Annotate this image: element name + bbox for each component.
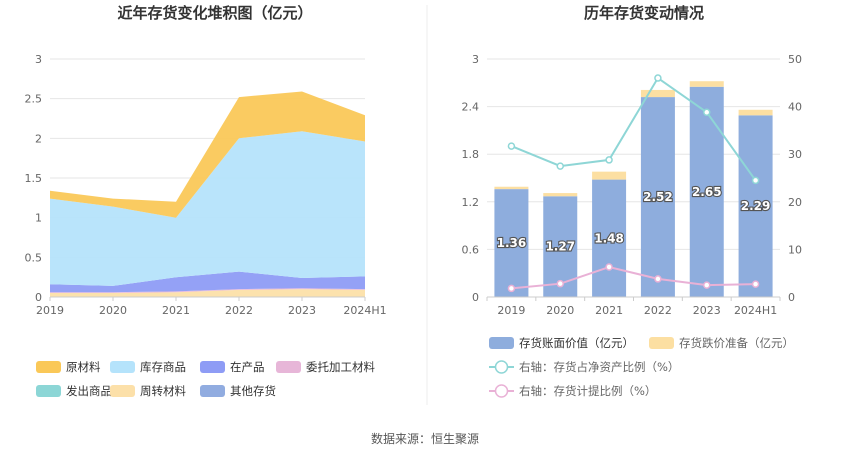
- left-x-tick-label: 2023: [288, 304, 316, 317]
- right-chart-title: 历年存货变动情况: [584, 4, 704, 22]
- bar-book-value: [738, 115, 773, 298]
- line-point: [703, 281, 711, 289]
- legend-label: 其他存货: [230, 384, 276, 398]
- bar-value-label: 1.48: [594, 231, 624, 245]
- left-chart-title: 近年存货变化堆积图（亿元）: [117, 4, 312, 22]
- line-series-3: [511, 265, 756, 290]
- left-y-tick-label: 0.5: [25, 251, 43, 264]
- right-x-tick-label: 2023: [693, 304, 721, 317]
- legend-label: 库存商品: [140, 360, 186, 374]
- legend-marker: [494, 384, 509, 398]
- right-x-tick-label: 2020: [546, 304, 574, 317]
- legend-swatch: [36, 361, 61, 373]
- legend-label: 右轴：存货计提比例（%）: [519, 384, 656, 398]
- bar-book-value: [592, 179, 627, 297]
- right-chart-legend: 存货账面价值（亿元） 存货跌价准备（亿元）右轴：存货占净资产比例（%） 右轴：存货计…: [489, 336, 794, 398]
- bar-book-value: [494, 189, 529, 297]
- left-y-tick-label: 1.5: [25, 172, 43, 185]
- legend-label: 存货跌价准备（亿元）: [679, 336, 794, 350]
- bar-provision: [738, 109, 773, 116]
- line-point: [556, 162, 564, 170]
- legend-marker: [494, 360, 509, 374]
- left-y-tick-label: 3: [35, 53, 42, 66]
- right-y2-tick-label: 0: [788, 291, 795, 304]
- legend-label: 存货账面价值（亿元）: [519, 336, 634, 350]
- line-point: [605, 263, 613, 271]
- bar-value-label: 2.52: [643, 190, 673, 204]
- area-series-3: [50, 288, 365, 293]
- bar-book-value: [689, 86, 724, 298]
- left-x-tick-label: 2021: [162, 304, 190, 317]
- left-x-tick-label: 2019: [36, 304, 64, 317]
- right-x-tick-label: 2024H1: [734, 304, 777, 317]
- right-y2-tick-label: 10: [788, 243, 802, 256]
- right-x-tick-label: 2021: [595, 304, 623, 317]
- area-series-1: [50, 131, 365, 286]
- line-point: [703, 108, 711, 117]
- right-y2-tick-label: 20: [788, 196, 802, 209]
- line-point: [751, 280, 760, 288]
- line-series-2: [511, 76, 757, 181]
- line-point: [507, 142, 516, 150]
- right-y2-tick-label: 40: [788, 101, 802, 114]
- right-y-tick-label: 1.2: [462, 196, 480, 209]
- legend-swatch: [110, 385, 135, 397]
- legend-swatch: [649, 337, 674, 349]
- legend-label: 委托加工材料: [306, 360, 375, 374]
- legend-label: 在产品: [230, 360, 265, 374]
- bar-provision: [543, 193, 578, 197]
- bar-book-value: [640, 97, 675, 297]
- right-x-tick-label: 2019: [497, 304, 525, 317]
- bar-value-label: 1.36: [497, 236, 527, 250]
- left-y-tick-label: 0: [35, 291, 42, 304]
- legend-label: 右轴：存货占净资产比例（%）: [519, 360, 679, 374]
- left-x-tick-label: 2022: [225, 304, 253, 317]
- bar-value-label: 2.65: [692, 185, 722, 199]
- legend-swatch: [489, 337, 514, 349]
- right-y2-tick-label: 50: [788, 53, 802, 66]
- right-y-tick-label: 2.4: [462, 101, 480, 114]
- legend-label: 周转材料: [140, 384, 186, 398]
- bar-provision: [640, 89, 675, 98]
- bar-provision: [592, 171, 627, 180]
- left-x-tick-label: 2024H1: [343, 304, 386, 317]
- legend-swatch: [36, 385, 61, 397]
- right-y-tick-label: 0: [472, 291, 479, 304]
- area-series-0: [50, 91, 365, 218]
- legend-swatch: [276, 361, 301, 373]
- legend-swatch: [200, 361, 225, 373]
- line-point: [751, 176, 760, 185]
- bar-provision: [494, 186, 529, 190]
- left-y-tick-label: 1: [35, 212, 42, 225]
- right-y-tick-label: 1.8: [462, 148, 480, 161]
- legend-label: 发出商品: [66, 384, 112, 398]
- right-x-tick-label: 2022: [644, 304, 672, 317]
- line-point: [556, 279, 564, 288]
- line-point: [507, 284, 516, 293]
- area-series-2: [50, 271, 365, 293]
- legend-swatch: [110, 361, 135, 373]
- left-y-tick-label: 2: [35, 132, 42, 145]
- line-point: [654, 74, 662, 82]
- bar-value-label: 1.27: [545, 240, 575, 254]
- bar-provision: [689, 81, 724, 87]
- line-point: [605, 156, 613, 164]
- bar-value-label: 2.29: [741, 199, 771, 213]
- line-point: [654, 275, 662, 283]
- right-y-tick-label: 3: [472, 53, 479, 66]
- right-y2-tick-label: 30: [788, 148, 802, 161]
- legend-label: 原材料: [66, 360, 101, 374]
- left-stacked-area-chart: 0 0.5 1 1.5 2 2.5 3 2019 2020 2021 2022 2023 2024H1: [25, 53, 387, 317]
- left-y-tick-label: 2.5: [25, 93, 43, 106]
- data-source-note: 数据来源：恒生聚源: [371, 431, 479, 446]
- right-y-tick-label: 0.6: [462, 243, 480, 256]
- legend-swatch: [200, 385, 225, 397]
- area-series-5: [50, 289, 365, 297]
- left-x-tick-label: 2020: [99, 304, 127, 317]
